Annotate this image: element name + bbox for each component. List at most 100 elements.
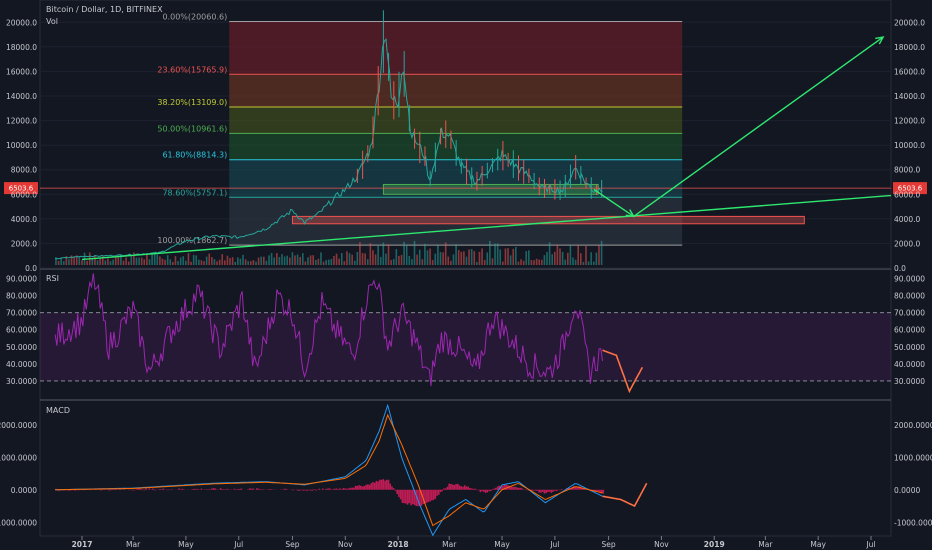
macd-histogram-bar (470, 488, 473, 490)
macd-histogram-bar (377, 481, 379, 490)
macd-histogram-bar (211, 488, 213, 490)
volume-bar (130, 255, 133, 265)
fib-band (229, 106, 683, 134)
fibonacci-retracement[interactable]: 0.00%(20060.6) 23.60%(15765.9) 38.20%(1310… (157, 13, 683, 246)
time-axis-label: 2019 (704, 540, 725, 549)
macd-histogram-bar (418, 489, 421, 507)
macd-histogram-bar (413, 489, 416, 505)
time-axis-label: Mar (442, 540, 457, 549)
volume-bar (263, 256, 265, 265)
volume-bar (234, 261, 237, 265)
volume-bar (166, 255, 169, 265)
volume-bar (585, 246, 587, 265)
volume-bar (81, 260, 83, 265)
rsi-pane (40, 273, 891, 394)
price-axis-label-right: 14000.0 (894, 92, 925, 101)
volume-bar (548, 242, 551, 265)
volume-bar (574, 259, 577, 265)
macd-histogram-bar (110, 488, 113, 490)
macd-histogram-bar (349, 487, 352, 490)
macd-histogram-bar (555, 489, 558, 492)
volume-bar (481, 248, 483, 265)
volume-bar (226, 255, 229, 265)
macd-histogram-bar (69, 489, 71, 491)
macd-histogram-bar (240, 488, 243, 490)
macd-histogram-bar (432, 489, 435, 501)
macd-histogram-bar (491, 489, 494, 490)
fib-band (229, 197, 683, 246)
volume-bar (68, 259, 70, 265)
rsi-axis-label-left: 60.0000 (6, 326, 37, 335)
macd-histogram-bar (457, 483, 459, 490)
price-axis-label-right: 2000.0 (894, 239, 920, 248)
price-axis-label-right: 4000.0 (894, 215, 920, 224)
chart-title: Bitcoin / Dollar, 1D, BITFINEX (46, 5, 163, 14)
volume-bar (242, 254, 244, 265)
macd-histogram-bar (547, 489, 549, 492)
price-axis-label-right: 18000.0 (894, 43, 925, 52)
volume-bar (70, 255, 73, 265)
macd-histogram-bar (304, 489, 307, 491)
price-axis-label-left: 8000.0 (11, 166, 37, 175)
volume-bar (348, 253, 351, 265)
macd-histogram-bar (67, 489, 69, 491)
volume-bar (177, 261, 179, 265)
macd-histogram-bar (197, 488, 199, 490)
macd-histogram-bar (592, 489, 594, 491)
volume-bar (535, 258, 538, 265)
macd-histogram-bar (554, 489, 556, 491)
volume-bar (322, 261, 325, 265)
time-axis-label: Jul (865, 540, 875, 549)
macd-axis-label-left: -1000.0000 (0, 518, 37, 527)
macd-histogram-bar (495, 487, 497, 490)
fib-band (229, 159, 683, 198)
volume-bar (182, 256, 185, 265)
volume-bar (218, 259, 221, 265)
fib-level-label: 0.00%(20060.6) (162, 13, 227, 22)
price-axis-label-right: 10000.0 (894, 141, 925, 150)
volume-bar (127, 261, 130, 265)
macd-histogram-bar (600, 489, 603, 493)
macd-histogram-bar (548, 489, 551, 492)
volume-bar (491, 258, 494, 265)
volume-bar (216, 261, 218, 265)
price-axis-label-left: 12000.0 (6, 117, 37, 126)
volume-bar (385, 253, 387, 265)
volume-bar (278, 257, 281, 265)
fib-band (229, 74, 683, 107)
volume-bar (502, 261, 504, 265)
macd-histogram-bar (249, 488, 251, 490)
volume-bar (533, 260, 535, 265)
volume-bar (148, 259, 151, 265)
macd-histogram-bar (463, 485, 466, 490)
volume-bar (283, 256, 286, 265)
macd-histogram-bar (140, 488, 142, 490)
current-price-badge-left (4, 182, 38, 195)
macd-histogram-bar (191, 489, 194, 490)
macd-histogram-bar (498, 485, 501, 490)
volume-bar (146, 254, 148, 265)
macd-histogram-bar (347, 488, 350, 490)
macd-histogram-bar (514, 486, 516, 490)
volume-bar (382, 242, 385, 265)
volume-bar (356, 251, 359, 265)
macd-histogram-bar (465, 486, 468, 490)
drawings[interactable] (81, 36, 892, 261)
volume-bar (299, 256, 301, 265)
volume-bar (468, 249, 470, 265)
fib-level-label: 78.60%(5757.1) (162, 188, 227, 197)
macd-histogram-bar (453, 484, 456, 490)
price-axis-label-left: 4000.0 (11, 215, 37, 224)
volume-bar (600, 240, 603, 265)
volume-bar (270, 252, 273, 265)
macd-histogram-bar (392, 488, 395, 490)
macd-histogram-bar (379, 479, 381, 490)
macd-histogram-bar (314, 489, 317, 491)
macd-histogram-bar (455, 483, 457, 490)
macd-histogram-bar (112, 489, 114, 490)
macd-histogram-bar (148, 488, 151, 490)
projection-arrow-head-down (625, 209, 636, 218)
volume-bar (486, 252, 489, 265)
volume-bar (198, 259, 200, 265)
